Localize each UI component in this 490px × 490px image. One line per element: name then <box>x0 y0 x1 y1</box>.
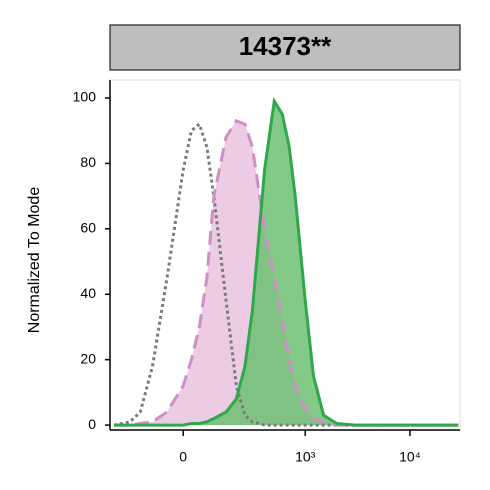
x-tick-label: 10⁴ <box>399 449 421 465</box>
y-tick-label: 100 <box>73 89 97 105</box>
y-axis-label: Normalized To Mode <box>26 187 43 334</box>
y-tick-label: 20 <box>80 350 96 366</box>
y-tick-label: 40 <box>80 285 96 301</box>
y-tick-label: 0 <box>88 416 96 432</box>
y-tick-label: 60 <box>80 220 96 236</box>
area-fill <box>113 101 459 426</box>
x-tick-label: 0 <box>179 449 187 465</box>
chart-title: 14373** <box>239 31 332 61</box>
histogram-line <box>113 96 459 427</box>
title-box <box>109 24 461 71</box>
area-fill <box>113 120 459 426</box>
y-tick-label: 80 <box>80 154 96 170</box>
x-tick-label: 10³ <box>295 449 316 465</box>
